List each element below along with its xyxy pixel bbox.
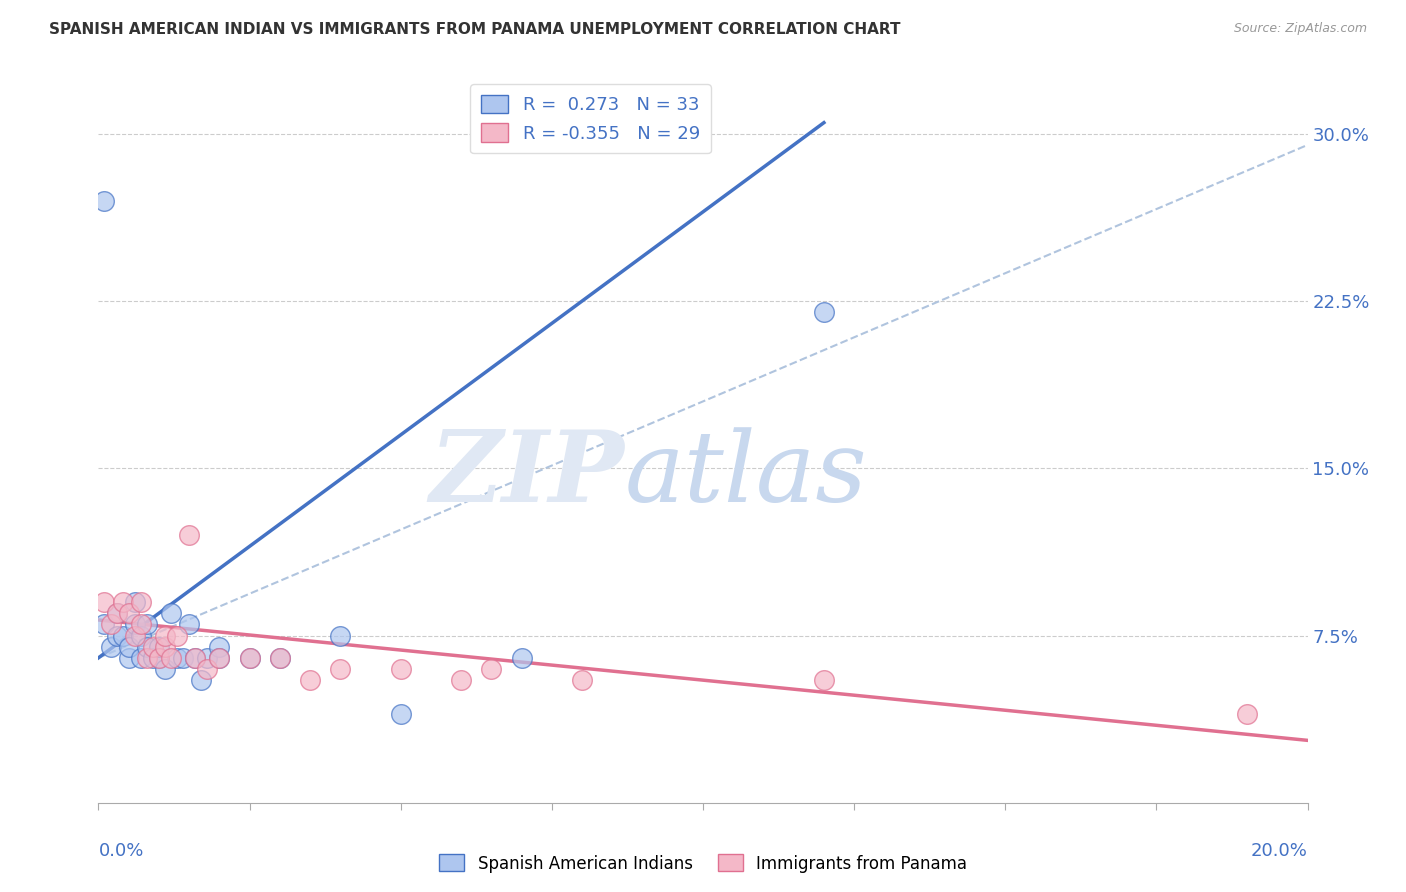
Point [160,651,183,665]
Point [190,673,212,687]
Point [142,651,165,665]
Point [208,651,231,665]
Point [299,673,322,687]
Point [135,617,157,632]
Point [389,662,412,676]
Point [510,651,533,665]
Point [172,651,194,665]
Point [135,640,157,654]
Point [153,662,176,676]
Point [184,651,207,665]
Point [100,640,122,654]
Point [111,595,134,609]
Text: 20.0%: 20.0% [1251,842,1308,860]
Point [166,651,188,665]
Text: SPANISH AMERICAN INDIAN VS IMMIGRANTS FROM PANAMA UNEMPLOYMENT CORRELATION CHART: SPANISH AMERICAN INDIAN VS IMMIGRANTS FR… [49,22,901,37]
Point [208,651,231,665]
Point [129,617,152,632]
Point [184,651,207,665]
Point [93,194,115,208]
Legend: R =  0.273   N = 33, R = -0.355   N = 29: R = 0.273 N = 33, R = -0.355 N = 29 [470,84,710,153]
Point [179,617,201,632]
Point [166,628,188,642]
Text: Source: ZipAtlas.com: Source: ZipAtlas.com [1233,22,1367,36]
Text: atlas: atlas [624,427,868,522]
Point [160,607,183,621]
Point [153,628,176,642]
Point [195,662,218,676]
Point [389,706,412,721]
Text: ZIP: ZIP [429,426,624,523]
Text: 0.0%: 0.0% [98,842,143,860]
Point [1236,706,1258,721]
Legend: Spanish American Indians, Immigrants from Panama: Spanish American Indians, Immigrants fro… [433,847,973,880]
Point [269,651,291,665]
Point [105,607,128,621]
Point [118,607,141,621]
Point [148,651,170,665]
Point [129,651,152,665]
Point [239,651,262,665]
Point [269,651,291,665]
Point [135,651,157,665]
Point [481,662,503,676]
Point [118,651,141,665]
Point [329,662,352,676]
Point [329,628,352,642]
Point [813,305,835,319]
Point [93,595,115,609]
Point [195,651,218,665]
Point [118,640,141,654]
Point [571,673,593,687]
Point [105,607,128,621]
Point [93,617,115,632]
Point [450,673,472,687]
Point [124,617,146,632]
Point [100,617,122,632]
Point [111,628,134,642]
Point [124,628,146,642]
Point [148,640,170,654]
Point [239,651,262,665]
Point [148,651,170,665]
Point [129,628,152,642]
Point [129,595,152,609]
Point [124,595,146,609]
Point [208,640,231,654]
Point [105,628,128,642]
Point [179,528,201,542]
Point [153,640,176,654]
Point [813,673,835,687]
Point [142,640,165,654]
